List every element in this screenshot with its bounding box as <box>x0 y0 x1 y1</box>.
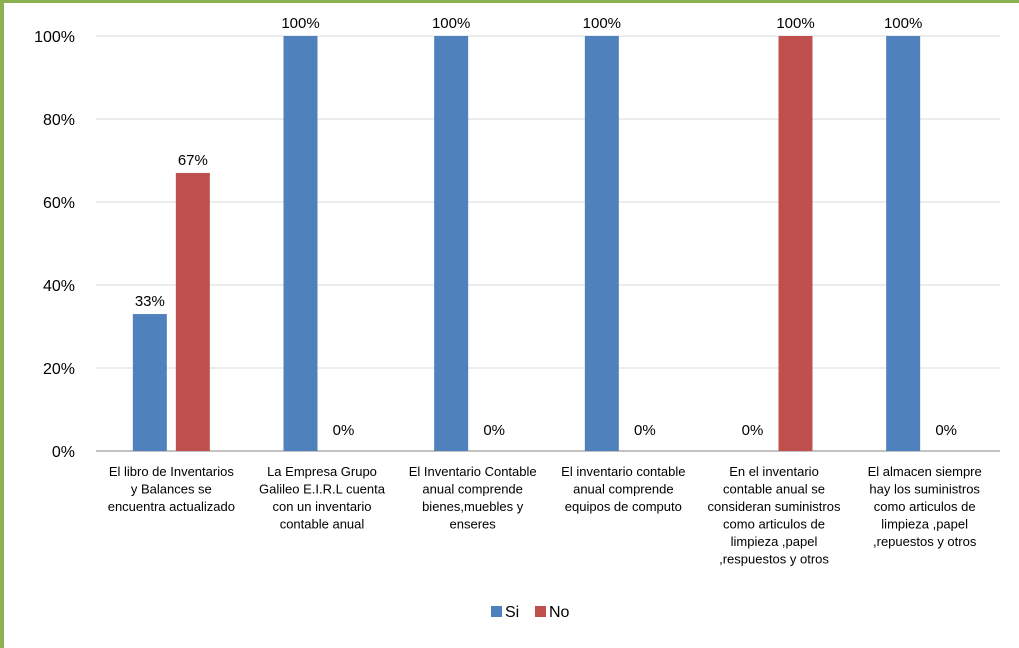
category-label: La Empresa Grupo <box>267 464 377 479</box>
y-tick-label: 0% <box>52 444 75 461</box>
data-label: 100% <box>281 15 319 32</box>
data-label: 100% <box>583 15 621 32</box>
category-label: anual comprende <box>573 482 673 497</box>
data-label: 0% <box>333 422 355 439</box>
category-label: contable anual se <box>723 482 825 497</box>
category-label: consideran suministros <box>708 499 841 514</box>
category-label: como articulos de <box>723 517 825 532</box>
data-label: 100% <box>432 15 470 32</box>
legend-swatch-si <box>491 606 502 617</box>
bar-si <box>584 36 619 451</box>
legend-label: Si <box>505 604 519 621</box>
y-tick-label: 20% <box>43 361 75 378</box>
bar-si <box>283 36 318 451</box>
data-label: 100% <box>776 15 814 32</box>
category-label: enseres <box>450 517 497 532</box>
y-tick-label: 60% <box>43 195 75 212</box>
data-label: 0% <box>742 422 764 439</box>
category-label: equipos de computo <box>565 499 682 514</box>
y-tick-label: 40% <box>43 278 75 295</box>
category-label: El inventario contable <box>561 464 685 479</box>
bar-si <box>434 36 469 451</box>
bar-si <box>132 314 167 451</box>
category-label: Galileo E.I.R.L cuenta <box>259 482 386 497</box>
bar-si <box>886 36 921 451</box>
y-tick-label: 80% <box>43 112 75 129</box>
category-label: encuentra actualizado <box>108 499 235 514</box>
category-label: El almacen siempre <box>868 464 982 479</box>
y-tick-label: 100% <box>34 29 75 46</box>
legend-label: No <box>549 604 570 621</box>
category-label: como articulos de <box>874 499 976 514</box>
category-label: En el inventario <box>729 464 819 479</box>
category-label: con un inventario <box>272 499 371 514</box>
bar-no <box>778 36 813 451</box>
data-label: 33% <box>135 293 165 310</box>
category-label: limpieza ,papel <box>881 517 968 532</box>
category-label: anual comprende <box>422 482 522 497</box>
category-label: contable anual <box>280 517 365 532</box>
category-label: El libro de Inventarios <box>109 464 235 479</box>
category-label: bienes,muebles y <box>422 499 524 514</box>
category-label: hay los suministros <box>869 482 980 497</box>
category-label: El Inventario Contable <box>409 464 537 479</box>
category-label: ,respuestos y otros <box>719 552 829 567</box>
data-label: 0% <box>483 422 505 439</box>
legend-swatch-no <box>535 606 546 617</box>
category-label: y Balances se <box>131 482 212 497</box>
data-label: 100% <box>884 15 922 32</box>
category-label: limpieza ,papel <box>731 534 818 549</box>
category-label: ,repuestos y otros <box>873 534 977 549</box>
data-label: 67% <box>178 152 208 169</box>
bar-no <box>175 172 210 451</box>
data-label: 0% <box>935 422 957 439</box>
data-label: 0% <box>634 422 656 439</box>
